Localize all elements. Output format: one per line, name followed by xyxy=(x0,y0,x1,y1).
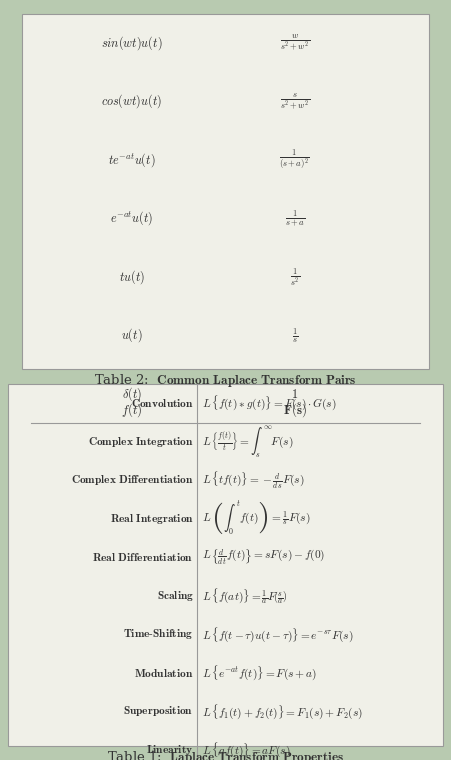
Text: $f(t)$: $f(t)$ xyxy=(121,401,143,419)
Text: $\mathbf{Superposition}$: $\mathbf{Superposition}$ xyxy=(124,705,193,718)
Text: $\mathbf{F(s)}$: $\mathbf{F(s)}$ xyxy=(283,401,307,419)
Text: $\frac{1}{s^2}$: $\frac{1}{s^2}$ xyxy=(290,266,300,288)
Text: $L\,\{tf(t)\} = -\frac{d}{ds}F(s)$: $L\,\{tf(t)\} = -\frac{d}{ds}F(s)$ xyxy=(202,470,304,491)
Text: Table 2:  $\mathbf{Common\ Laplace\ Transform\ Pairs}$: Table 2: $\mathbf{Common\ Laplace\ Trans… xyxy=(94,372,357,389)
Bar xyxy=(22,14,429,369)
Text: $\mathbf{Time\text{-}Shifting}$: $\mathbf{Time\text{-}Shifting}$ xyxy=(124,627,193,641)
Text: $L\,\left\{\frac{f(t)}{t}\right\} = \int_s^{\infty} F(s)$: $L\,\left\{\frac{f(t)}{t}\right\} = \int… xyxy=(202,423,293,460)
Text: $\delta(t)$: $\delta(t)$ xyxy=(122,385,142,403)
Text: $\mathbf{Real\ Differentiation}$: $\mathbf{Real\ Differentiation}$ xyxy=(92,551,193,563)
Text: Table 1:  $\mathbf{Laplace\ Transform\ Properties}$: Table 1: $\mathbf{Laplace\ Transform\ Pr… xyxy=(107,749,344,760)
Text: $\mathbf{Linearity}$: $\mathbf{Linearity}$ xyxy=(146,743,193,757)
Text: $L\,\{e^{-at}f(t)\} = F(s+a)$: $L\,\{e^{-at}f(t)\} = F(s+a)$ xyxy=(202,663,317,682)
Text: $\frac{w}{s^2+w^2}$: $\frac{w}{s^2+w^2}$ xyxy=(280,33,310,53)
Text: $sin(wt)u(t)$: $sin(wt)u(t)$ xyxy=(101,34,162,52)
Text: $L\,\{f(t-\tau)u(t-\tau)\} = e^{-s\tau}F(s)$: $L\,\{f(t-\tau)u(t-\tau)\} = e^{-s\tau}F… xyxy=(202,625,353,644)
Text: $\frac{1}{(s+a)^2}$: $\frac{1}{(s+a)^2}$ xyxy=(280,148,310,172)
Text: $L\,\left\{\frac{d}{dt}f(t)\right\} = sF(s) - f(0)$: $L\,\left\{\frac{d}{dt}f(t)\right\} = sF… xyxy=(202,547,325,567)
Text: $\mathbf{Complex\ Integration}$: $\mathbf{Complex\ Integration}$ xyxy=(88,435,193,448)
Text: $\mathbf{Modulation}$: $\mathbf{Modulation}$ xyxy=(134,667,193,679)
Text: $L\,\{f(t)*g(t)\} = F(s)\cdot G(s)$: $L\,\{f(t)*g(t)\} = F(s)\cdot G(s)$ xyxy=(202,394,336,413)
Text: $cos(wt)u(t)$: $cos(wt)u(t)$ xyxy=(101,93,162,110)
Text: $\mathbf{Convolution}$: $\mathbf{Convolution}$ xyxy=(131,397,193,409)
Text: $\mathbf{Real\ Integration}$: $\mathbf{Real\ Integration}$ xyxy=(110,511,193,526)
Text: $tu(t)$: $tu(t)$ xyxy=(119,268,145,286)
Text: $L\,\{f_1(t) + f_2(t)\} = F_1(s) + F_2(s)$: $L\,\{f_1(t) + f_2(t)\} = F_1(s) + F_2(s… xyxy=(202,702,363,720)
Text: $L\,\{af(t)\} = aF(s)$: $L\,\{af(t)\} = aF(s)$ xyxy=(202,740,290,759)
Text: $\frac{1}{s}$: $\frac{1}{s}$ xyxy=(292,326,298,345)
Text: $L\,\{f(at)\} = \frac{1}{a}F\!\left(\frac{s}{a}\right)$: $L\,\{f(at)\} = \frac{1}{a}F\!\left(\fra… xyxy=(202,587,287,605)
Text: $\mathbf{Scaling}$: $\mathbf{Scaling}$ xyxy=(156,589,193,603)
Text: $\frac{1}{s+a}$: $\frac{1}{s+a}$ xyxy=(285,208,305,229)
Text: $\mathbf{Complex\ Differentiation}$: $\mathbf{Complex\ Differentiation}$ xyxy=(71,473,193,487)
Text: $u(t)$: $u(t)$ xyxy=(121,327,143,344)
Bar xyxy=(8,384,443,746)
Text: $te^{-at}u(t)$: $te^{-at}u(t)$ xyxy=(108,151,156,169)
Text: $\frac{s}{s^2+w^2}$: $\frac{s}{s^2+w^2}$ xyxy=(280,91,310,112)
Text: $L\,\left\{\int_0^t f(t)\right\} = \frac{1}{s}F(s)$: $L\,\left\{\int_0^t f(t)\right\} = \frac… xyxy=(202,499,310,538)
Text: $1$: $1$ xyxy=(291,388,299,401)
Text: $e^{-at}u(t)$: $e^{-at}u(t)$ xyxy=(110,210,153,227)
